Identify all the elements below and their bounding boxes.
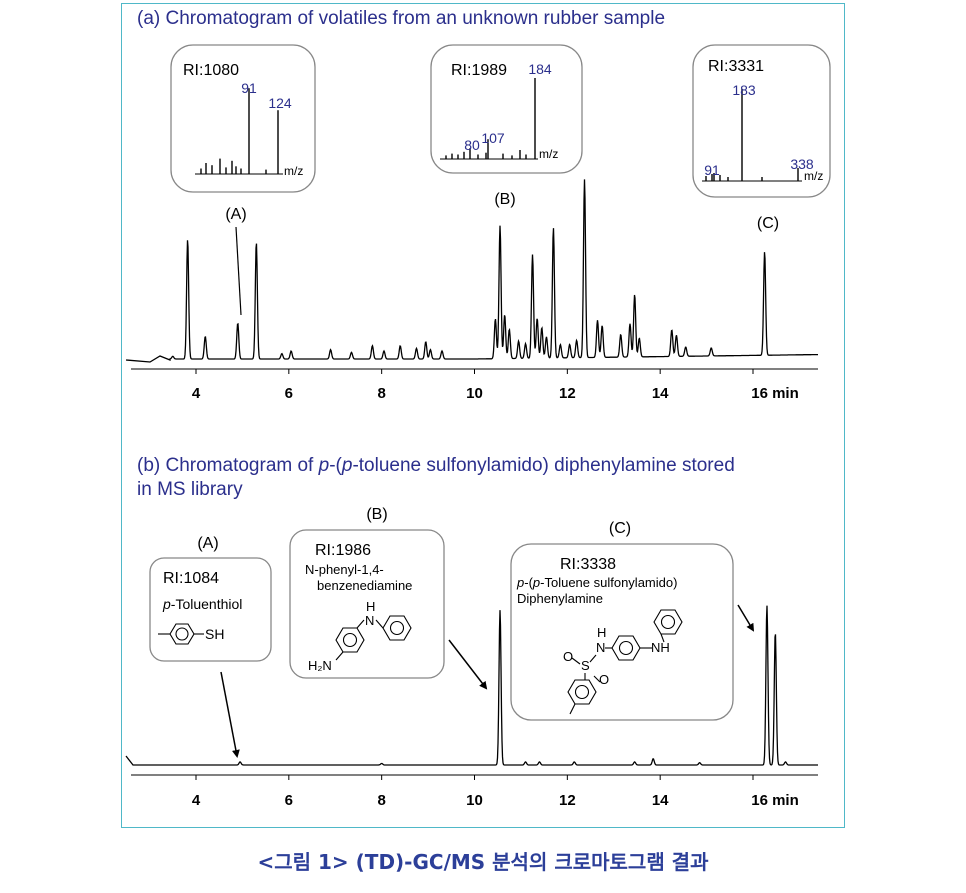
x-tick-label: 8 bbox=[377, 385, 385, 402]
chart-a-pointer-a bbox=[235, 226, 242, 316]
compound-b-arrow bbox=[448, 639, 488, 690]
chart-b-title: (b) Chromatogram of p-(p-toluene sulfony… bbox=[137, 454, 735, 502]
mass-spectrum-2-ion-184: 184 bbox=[528, 61, 552, 77]
mass-spectrum-2-box bbox=[430, 44, 583, 174]
compound-b-structure bbox=[335, 615, 412, 661]
compound-c-label: (C) bbox=[609, 520, 631, 537]
x-tick-label: 4 bbox=[192, 385, 201, 402]
compound-c-name-mid: -( bbox=[524, 575, 533, 590]
compound-a-box: RI:1084 p-Toluenthiol SH bbox=[149, 557, 272, 662]
chart-a-peak-label-a: (A) bbox=[225, 206, 246, 223]
compound-b-box: RI:1986 N-phenyl-1,4- benzenediamine H N… bbox=[289, 529, 445, 679]
compound-b-n: N bbox=[365, 613, 374, 628]
compound-b-ri: RI:1986 bbox=[315, 542, 371, 559]
chart-a-peak-label-b: (B) bbox=[494, 191, 515, 208]
compound-c-name-p2: p bbox=[532, 575, 540, 590]
mass-spectrum-1-mz-label: m/z bbox=[284, 164, 303, 178]
compound-c-o-left: O bbox=[563, 649, 573, 664]
mass-spectrum-2-bars bbox=[445, 78, 536, 159]
compound-a-structure bbox=[158, 623, 204, 645]
x-tick-label: 16 min bbox=[751, 792, 799, 809]
compound-c-structure bbox=[567, 609, 683, 715]
chart-a-peak-label-c: (C) bbox=[757, 215, 779, 232]
chart-a-trace bbox=[125, 179, 818, 363]
mass-spectrum-3-ri: RI:3331 bbox=[708, 58, 764, 75]
compound-a-name: p-Toluenthiol bbox=[162, 596, 242, 612]
figure-caption: <그림 1> (TD)-GC/MS 분석의 크로마토그램 결과 bbox=[257, 850, 709, 874]
x-tick-label: 12 bbox=[559, 385, 576, 402]
chart-b-x-ticks: 4 6 8 10 12 14 16 min bbox=[192, 775, 799, 809]
x-tick-label: 8 bbox=[377, 792, 385, 809]
compound-a-sh: SH bbox=[205, 626, 224, 642]
compound-a-frame bbox=[149, 557, 272, 662]
mass-spectrum-2-ion-107: 107 bbox=[481, 130, 505, 146]
compound-b-name-line2: benzenediamine bbox=[317, 578, 412, 593]
chart-b-title-part1: (b) Chromatogram of bbox=[137, 455, 319, 476]
compound-c-ri: RI:3338 bbox=[560, 556, 616, 573]
x-tick-label: 16 min bbox=[751, 385, 799, 402]
x-tick-label: 4 bbox=[192, 792, 201, 809]
compound-b-h: H bbox=[366, 599, 375, 614]
compound-a-name-rest: -Toluenthiol bbox=[171, 596, 243, 612]
compound-c-frame bbox=[510, 543, 734, 721]
mass-spectrum-3-box bbox=[692, 44, 831, 198]
compound-c-arrow bbox=[737, 604, 755, 632]
compound-a-name-prefix: p bbox=[162, 596, 171, 612]
compound-a-label: (A) bbox=[197, 535, 218, 552]
compound-b-name-line1: N-phenyl-1,4- bbox=[305, 562, 384, 577]
mass-spectrum-1-box bbox=[170, 44, 316, 193]
x-tick-label: 12 bbox=[559, 792, 576, 809]
compound-a-arrow bbox=[220, 671, 240, 758]
compound-a-ri: RI:1084 bbox=[163, 570, 219, 587]
mass-spectrum-3-ion-91: 91 bbox=[704, 162, 720, 178]
mass-spectrum-inset-2: RI:1989 m/z 80 107 184 bbox=[430, 44, 583, 174]
compound-b-frame bbox=[289, 529, 445, 679]
chart-a-title: (a) Chromatogram of volatiles from an un… bbox=[137, 8, 666, 29]
compound-b-label: (B) bbox=[366, 506, 387, 523]
chart-b-title-italic-p1: p bbox=[318, 455, 330, 476]
mass-spectrum-2-ri: RI:1989 bbox=[451, 62, 507, 79]
compound-c-name-line1: p-(p-Toluene sulfonylamido) bbox=[516, 575, 677, 590]
x-tick-label: 6 bbox=[285, 792, 293, 809]
mass-spectrum-2-mz-label: m/z bbox=[539, 147, 558, 161]
compound-c-name-line2: Diphenylamine bbox=[517, 591, 603, 606]
compound-c-nh: NH bbox=[651, 640, 670, 655]
compound-c-o-right: O bbox=[599, 672, 609, 687]
chart-b-trace bbox=[125, 605, 818, 766]
mass-spectrum-inset-1: RI:1080 m/z 91 124 bbox=[170, 44, 316, 193]
chart-b-title-italic-p2: p bbox=[341, 455, 353, 476]
mass-spectrum-2-ion-80: 80 bbox=[464, 137, 480, 153]
mass-spectrum-3-ion-338: 338 bbox=[790, 156, 814, 172]
compound-c-h: H bbox=[597, 625, 606, 640]
compound-c-n: N bbox=[596, 640, 605, 655]
chart-b-title-part3: -toluene sulfonylamido) diphenylamine st… bbox=[352, 455, 735, 476]
mass-spectrum-1-ion-91: 91 bbox=[241, 80, 257, 96]
mass-spectrum-3-ion-183: 183 bbox=[732, 82, 756, 98]
chart-b-title-line2: in MS library bbox=[137, 479, 243, 500]
figure-frame bbox=[121, 3, 845, 828]
compound-c-s: S bbox=[581, 658, 590, 673]
mass-spectrum-inset-3: RI:3331 m/z 91 183 338 bbox=[692, 44, 831, 198]
mass-spectrum-3-mz-label: m/z bbox=[804, 169, 823, 183]
x-tick-label: 6 bbox=[285, 385, 293, 402]
chart-a-x-ticks: 4 6 8 10 12 14 16 min bbox=[192, 369, 799, 402]
mass-spectrum-3-bars bbox=[705, 89, 799, 181]
mass-spectrum-1-bars bbox=[200, 88, 279, 174]
x-tick-label: 10 bbox=[466, 792, 483, 809]
compound-b-h2n: H₂N bbox=[308, 658, 332, 673]
x-tick-label: 14 bbox=[652, 792, 669, 809]
chart-b-title-part2: -( bbox=[329, 455, 342, 476]
mass-spectrum-1-ion-124: 124 bbox=[268, 95, 292, 111]
compound-c-name-rest: -Toluene sulfonylamido) bbox=[540, 575, 677, 590]
compound-c-box: RI:3338 p-(p-Toluene sulfonylamido) Diph… bbox=[510, 543, 734, 721]
x-tick-label: 10 bbox=[466, 385, 483, 402]
mass-spectrum-1-ri: RI:1080 bbox=[183, 62, 239, 79]
x-tick-label: 14 bbox=[652, 385, 669, 402]
compound-c-name-p1: p bbox=[516, 575, 524, 590]
